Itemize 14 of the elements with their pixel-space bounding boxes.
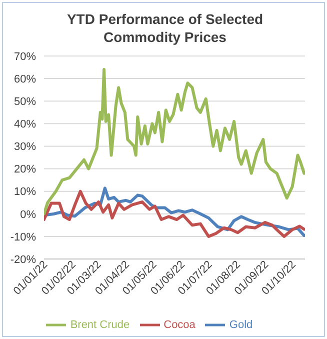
y-tick-label: 50%	[14, 96, 36, 108]
chart-title: YTD Performance of Selected Commodity Prices	[66, 10, 264, 46]
line-series	[44, 68, 305, 216]
y-tick-label: 40%	[14, 118, 36, 131]
y-tick-label: 30%	[14, 141, 36, 154]
y-tick-label: 70%	[14, 50, 36, 63]
y-tick-label: 20%	[14, 164, 36, 176]
y-tick-label: 10%	[14, 186, 36, 198]
legend-label: Gold	[229, 318, 253, 331]
y-tick-label: -10%	[10, 231, 36, 244]
y-tick-label: 0%	[20, 208, 36, 221]
legend-label: Brent Crude	[70, 318, 130, 331]
legend-label: Cocoa	[164, 318, 196, 331]
y-tick-label: 60%	[14, 73, 36, 86]
